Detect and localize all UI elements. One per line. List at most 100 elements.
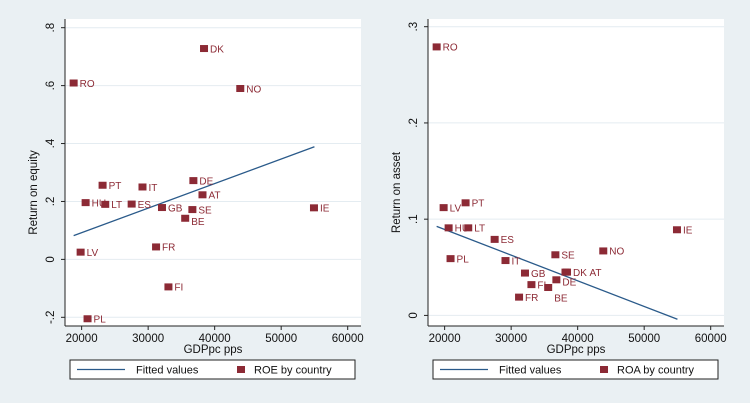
data-point-be xyxy=(181,214,190,222)
x-tick-label: 60000 xyxy=(332,333,364,345)
plot-area xyxy=(428,19,724,326)
data-point-ie xyxy=(672,226,681,234)
x-tick-label: 20000 xyxy=(429,333,461,345)
point-label: DK xyxy=(573,268,587,279)
point-label: SE xyxy=(561,251,575,262)
data-point-es xyxy=(490,235,499,243)
data-point-at xyxy=(198,191,207,199)
point-label: RO xyxy=(80,79,95,90)
data-point-fi xyxy=(527,281,536,289)
data-point-hu xyxy=(81,199,90,207)
point-label: FI xyxy=(537,280,546,291)
data-point-lt xyxy=(464,224,473,232)
y-tick-label: 0 xyxy=(408,312,420,318)
point-label: DE xyxy=(562,278,576,289)
point-label: PL xyxy=(457,254,470,265)
point-label: NO xyxy=(609,247,624,258)
y-tick-label: 0 xyxy=(45,256,57,262)
data-point-be xyxy=(544,284,553,292)
scatter-panel-2: 0 .1 .2 .3 20000 30000 40000 50000 60000 GDPpc pp… xyxy=(391,19,727,380)
point-label: HU xyxy=(92,198,106,209)
data-point-ie xyxy=(309,204,318,212)
point-label: FR xyxy=(162,243,175,254)
y-axis-label: Return on equity xyxy=(28,150,40,235)
data-point-no xyxy=(236,85,245,93)
x-axis-label: GDPpc pps xyxy=(547,344,606,356)
point-label: LV xyxy=(87,248,99,259)
y-tick-label: .6 xyxy=(45,81,57,91)
data-point-lt xyxy=(101,200,110,208)
x-tick-label: 50000 xyxy=(628,333,660,345)
legend-marker-swatch xyxy=(600,366,608,373)
legend-box xyxy=(432,359,719,380)
y-tick-label: .4 xyxy=(45,138,57,148)
plot-area xyxy=(65,19,361,326)
legend-marker-swatch xyxy=(237,366,245,373)
data-point-it xyxy=(138,183,147,191)
y-tick-label: .2 xyxy=(45,197,57,207)
data-point-es xyxy=(127,200,136,208)
point-label: PT xyxy=(472,199,485,210)
y-tick-label: .1 xyxy=(408,214,420,224)
data-point-dk xyxy=(563,268,572,276)
legend: Fitted values ROA by country xyxy=(432,359,719,380)
data-point-se xyxy=(551,251,560,259)
point-label: LT xyxy=(111,200,122,211)
data-point-hu xyxy=(444,224,453,232)
x-tick-label: 40000 xyxy=(562,333,594,345)
data-point-fi xyxy=(164,283,173,291)
data-point-pl xyxy=(446,255,455,263)
x-tick-label: 20000 xyxy=(66,333,98,345)
legend-label-points: ROE by country xyxy=(254,365,332,377)
point-label: GB xyxy=(531,269,546,280)
point-label: NO xyxy=(246,84,261,95)
point-label: PL xyxy=(94,315,107,326)
point-label: IE xyxy=(320,204,330,215)
fitted-line xyxy=(436,225,678,320)
x-tick-label: 60000 xyxy=(695,333,727,345)
data-point-pt xyxy=(98,181,107,189)
point-label: IT xyxy=(511,256,520,267)
point-label: LV xyxy=(450,203,462,214)
point-label: AT xyxy=(208,191,220,202)
point-label: DE xyxy=(199,176,213,187)
x-tick-label: 30000 xyxy=(132,333,164,345)
y-tick-label: .3 xyxy=(408,22,420,32)
data-point-gb xyxy=(520,269,529,277)
point-label: RO xyxy=(443,43,458,54)
point-label: DK xyxy=(210,44,224,55)
legend: Fitted values ROE by country xyxy=(69,359,356,380)
y-tick-label: .8 xyxy=(45,23,57,33)
x-tick-label: 40000 xyxy=(199,333,231,345)
point-label: SE xyxy=(198,205,212,216)
point-label: ES xyxy=(138,200,152,211)
fitted-line xyxy=(73,146,315,237)
y-tick-label: .2 xyxy=(408,118,420,128)
point-label: BE xyxy=(191,217,205,228)
point-label: FI xyxy=(174,283,183,294)
data-point-ro xyxy=(69,79,78,87)
point-label: AT xyxy=(589,268,601,279)
data-point-pt xyxy=(461,199,470,207)
x-tick-label: 30000 xyxy=(495,333,527,345)
legend-label-fit: Fitted values xyxy=(499,365,562,377)
data-point-no xyxy=(599,247,608,255)
data-point-se xyxy=(188,206,197,214)
legend-label-fit: Fitted values xyxy=(136,365,199,377)
point-label: PT xyxy=(109,181,122,192)
data-point-fr xyxy=(515,293,524,301)
point-label: BE xyxy=(554,293,568,304)
data-point-pl xyxy=(83,315,92,323)
x-tick-label: 50000 xyxy=(265,333,297,345)
data-point-dk xyxy=(200,45,209,53)
y-axis-label: Return on asset xyxy=(391,151,403,233)
data-point-de xyxy=(552,276,561,284)
x-axis-label: GDPpc pps xyxy=(184,344,243,356)
point-label: HU xyxy=(455,224,469,235)
point-label: IE xyxy=(683,226,693,237)
point-label: IT xyxy=(148,183,157,194)
legend-label-points: ROA by country xyxy=(617,365,695,377)
data-point-lv xyxy=(439,204,448,212)
point-label: ES xyxy=(501,235,515,246)
